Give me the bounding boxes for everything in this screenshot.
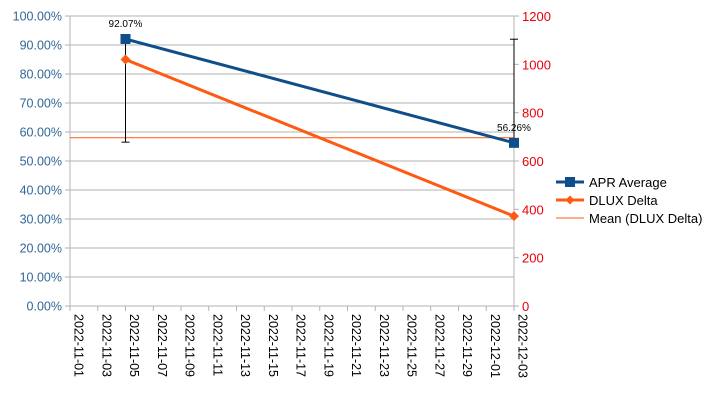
legend: APR Average DLUX Delta Mean (DLUX Delta) (556, 175, 702, 226)
x-axis-tick-label: 2022-11-17 (294, 314, 308, 377)
x-axis-tick-label: 2022-11-03 (99, 314, 113, 377)
right-axis-tick-label: 1000 (522, 57, 551, 72)
right-axis-tick-label: 600 (522, 154, 544, 169)
axes: 0.00% 10.00% 20.00% 30.00% 40.00% 50.00% 60.00… (13, 9, 551, 378)
left-axis-tick-label: 80.00% (20, 68, 62, 82)
left-axis-tick-label: 100.00% (13, 10, 62, 24)
apr-average-line (125, 37, 515, 145)
left-axis-tick-label: 60.00% (20, 126, 62, 140)
left-axis-tick-label: 10.00% (20, 271, 62, 285)
left-axis-tick-label: 30.00% (20, 213, 62, 227)
left-axis-tick-label: 20.00% (20, 242, 62, 256)
legend-label: Mean (DLUX Delta) (589, 211, 702, 226)
x-axis-tick-label: 2022-12-01 (488, 314, 502, 378)
x-axis-tick-label: 2022-11-23 (377, 314, 391, 377)
data-labels: 92.07% 56.26% (109, 19, 532, 134)
legend-marker (565, 195, 575, 205)
legend-label: APR Average (589, 175, 667, 190)
right-axis-tick-label: 800 (522, 106, 544, 121)
right-axis-tick-label: 400 (522, 202, 544, 217)
left-axis-tick-label: 0.00% (27, 300, 62, 314)
x-axis-tick-label: 2022-11-15 (266, 314, 280, 377)
gridlines (70, 15, 514, 307)
x-axis-tick-label: 2022-11-01 (72, 314, 86, 377)
series-layer (120, 33, 519, 222)
x-axis-tick-label: 2022-11-09 (183, 314, 197, 377)
legend-label: DLUX Delta (589, 193, 658, 208)
right-axis-tick-label: 0 (522, 299, 529, 314)
dlux-delta-line (124, 58, 515, 218)
right-axis-tick-label: 200 (522, 251, 544, 266)
data-label: 92.07% (109, 19, 143, 30)
left-axis-tick-label: 70.00% (20, 97, 62, 111)
x-axis-tick-label: 2022-11-07 (155, 314, 169, 377)
apr-average-point (509, 137, 519, 148)
x-axis-tick-label: 2022-11-13 (238, 314, 252, 377)
dlux-delta-point (509, 211, 519, 222)
x-axis-tick-label: 2022-11-25 (405, 314, 419, 377)
x-axis-tick-label: 2022-11-29 (460, 314, 474, 377)
right-axis-tick-label: 1200 (522, 9, 551, 24)
x-axis-tick-label: 2022-11-21 (349, 314, 363, 377)
apr-average-point (120, 33, 131, 44)
dlux-delta-point (120, 54, 131, 65)
data-label: 56.26% (497, 123, 531, 134)
x-axis-tick-label: 2022-11-05 (127, 314, 141, 377)
left-axis-tick-label: 90.00% (20, 39, 62, 53)
x-axis-tick-label: 2022-11-19 (321, 314, 335, 377)
x-axis-tick-label: 2022-12-03 (516, 314, 530, 378)
left-axis-tick-label: 40.00% (20, 184, 62, 198)
legend-marker (565, 177, 575, 187)
left-axis-tick-label: 50.00% (20, 155, 62, 169)
x-axis-tick-label: 2022-11-11 (210, 314, 224, 376)
x-axis-tick-label: 2022-11-27 (432, 314, 446, 377)
